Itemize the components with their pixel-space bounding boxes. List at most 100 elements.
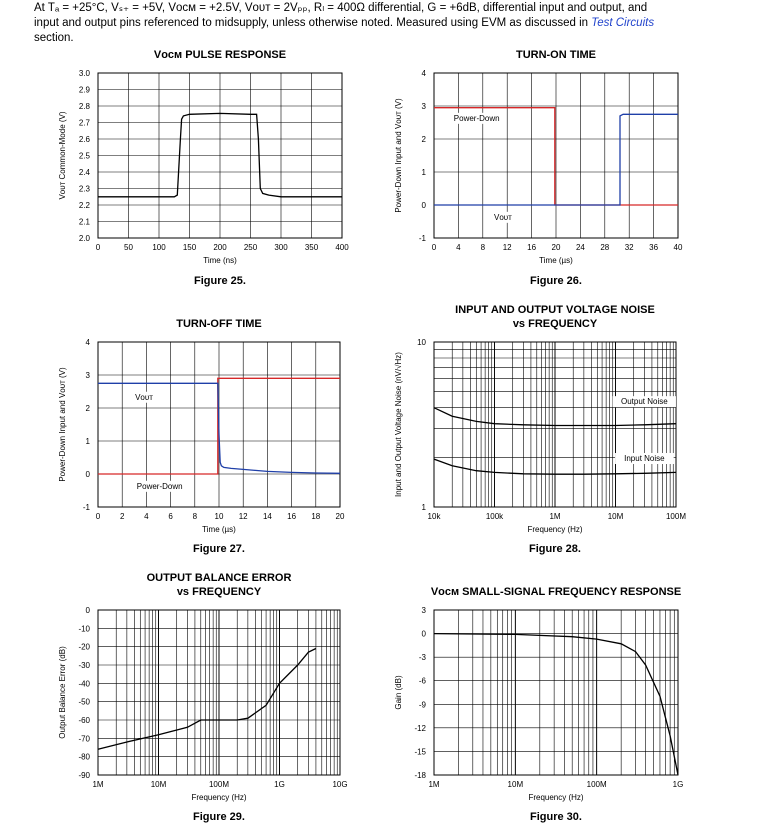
fig27-series-vout — [98, 382, 341, 474]
fig27-xtick-label: 20 — [336, 512, 345, 521]
fig26-series-vout — [434, 113, 678, 206]
fig29-ytick-label: -10 — [78, 624, 90, 633]
fig27-xtick-label: 2 — [120, 512, 125, 521]
fig30-xtick-label: 100M — [587, 780, 607, 789]
fig25-xlabel: Time (ns) — [203, 256, 237, 265]
fig29-xtick-label: 10M — [151, 780, 167, 789]
fig25-ytick-label: 2.7 — [79, 119, 91, 128]
fig25-ytick-label: 2.1 — [79, 218, 91, 227]
fig29-grid — [97, 609, 341, 776]
fig26-xtick-label: 0 — [432, 243, 437, 252]
fig27-ytick-label: 2 — [86, 404, 91, 413]
fig25-title-line: Vᴏᴄᴍ PULSE RESPONSE — [153, 49, 287, 61]
fig27-caption: Figure 27. — [193, 543, 245, 555]
fig30-xtick-label: 10M — [508, 780, 524, 789]
fig26-xtick-label: 40 — [674, 243, 683, 252]
fig25-ytick-label: 3.0 — [79, 69, 91, 78]
fig29-ytick-label: -60 — [78, 716, 90, 725]
fig30-series-gain — [433, 632, 679, 776]
fig27-title-line: TURN-OFF TIME — [176, 318, 262, 330]
fig27-plot-frame — [97, 341, 341, 508]
fig28-title-line: INPUT AND OUTPUT VOLTAGE NOISE — [455, 304, 655, 316]
fig30-ytick-label: -15 — [414, 747, 426, 756]
fig27-xtick-label: 16 — [287, 512, 296, 521]
fig25-ytick-label: 2.4 — [79, 168, 91, 177]
fig25-chart: 0 50 100 150 200 250 300 350 400 2.0 2.1 2.2 2.3 2.4 2… — [58, 69, 349, 265]
fig28-ylabel: Input and Output Voltage Noise (nV/√Hz) — [394, 352, 403, 497]
fig27-xtick-label: 0 — [96, 512, 101, 521]
fig28-annotation: Input Noise — [624, 454, 665, 463]
fig25-xtick-label: 250 — [244, 243, 258, 252]
header-line-3: section. — [34, 32, 74, 44]
fig26-xtick-label: 16 — [527, 243, 536, 252]
fig30-ytick-label: -18 — [414, 771, 426, 780]
fig26-annotation-bg — [449, 112, 504, 124]
fig27-annotation-bg — [132, 480, 187, 492]
fig29-xtick-label: 1G — [274, 780, 285, 789]
fig26-ylabel: Power-Down Input and Vᴏᴜᴛ (V) — [394, 98, 403, 213]
fig28-xlabel: Frequency (Hz) — [527, 525, 582, 534]
fig25-xtick-label: 300 — [274, 243, 288, 252]
fig25-xtick-label: 400 — [335, 243, 349, 252]
fig29-ytick-label: -50 — [78, 698, 90, 707]
fig26-xtick-label: 8 — [481, 243, 486, 252]
fig26-annotation: Vᴏᴜᴛ — [494, 213, 512, 222]
fig30-ytick-label: -9 — [419, 700, 427, 709]
fig25-xtick-label: 200 — [213, 243, 227, 252]
fig28-series-output-noise — [433, 407, 677, 427]
header-line-1: At Tₐ = +25°C, Vₛ₊ = +5V, Vᴏᴄᴍ = +2.5V, … — [34, 2, 648, 14]
fig29-xtick-label: 100M — [209, 780, 229, 789]
fig28-xtick-label: 100M — [666, 512, 686, 521]
fig25-xtick-label: 150 — [183, 243, 197, 252]
fig28-xtick-label: 10k — [428, 512, 442, 521]
fig28-annotation-bg — [612, 396, 676, 408]
fig25-ytick-label: 2.8 — [79, 102, 91, 111]
fig29-ytick-label: -90 — [78, 771, 90, 780]
fig27-xtick-label: 8 — [193, 512, 198, 521]
fig26-ytick-label: 4 — [422, 69, 427, 78]
fig26-xlabel: Time (µs) — [539, 256, 573, 265]
fig30-ytick-label: 3 — [422, 606, 427, 615]
fig29-caption: Figure 29. — [193, 811, 245, 823]
fig26-ytick-label: 1 — [422, 168, 427, 177]
fig28-subtitle: vs FREQUENCY — [512, 318, 598, 330]
fig27-xtick-label: 6 — [168, 512, 173, 521]
test-circuits-link[interactable]: Test Circuits — [591, 17, 655, 29]
fig26-xtick-label: 36 — [649, 243, 658, 252]
fig29-xlabel: Frequency (Hz) — [191, 793, 246, 802]
fig25-xtick-label: 50 — [124, 243, 133, 252]
fig30-caption: Figure 30. — [530, 811, 582, 823]
fig28-ytick-label: 1 — [422, 503, 427, 512]
fig25-grid — [97, 72, 343, 239]
fig27-annotation: Power-Down — [137, 482, 183, 491]
fig29-ytick-label: -80 — [78, 753, 90, 762]
fig28-ytick-label: 10 — [417, 338, 426, 347]
fig27-ytick-label: 0 — [86, 470, 91, 479]
fig26-xtick-label: 4 — [456, 243, 461, 252]
fig25-series-vocm-out — [98, 112, 342, 198]
fig25-ytick-label: 2.2 — [79, 201, 91, 210]
fig29-ytick-label: -30 — [78, 661, 90, 670]
fig26-plot-frame — [433, 72, 679, 239]
fig27-xtick-label: 18 — [311, 512, 320, 521]
fig25-ytick-label: 2.0 — [79, 234, 91, 243]
header-line-2: input and output pins referenced to mids… — [34, 17, 589, 29]
fig25-ytick-label: 2.6 — [79, 135, 91, 144]
fig25-ytick-label: 2.3 — [79, 185, 91, 194]
fig29-title-line: OUTPUT BALANCE ERROR — [146, 572, 292, 584]
fig28-xtick-label: 1M — [549, 512, 560, 521]
fig29-ytick-label: -20 — [78, 643, 90, 652]
fig26-grid — [433, 72, 679, 239]
fig27-annotation-bg — [130, 391, 158, 403]
fig30-plot-frame — [433, 609, 679, 776]
fig30-title-line: Vᴏᴄᴍ SMALL-SIGNAL FREQUENCY RESPONSE — [430, 586, 682, 598]
fig29-xtick-label: 1M — [92, 780, 103, 789]
fig27-series-power-down — [98, 377, 340, 475]
fig26-xtick-label: 12 — [503, 243, 512, 252]
fig30-xtick-label: 1G — [673, 780, 684, 789]
fig26-xtick-label: 24 — [576, 243, 585, 252]
fig26-annotation: Power-Down — [454, 114, 500, 123]
